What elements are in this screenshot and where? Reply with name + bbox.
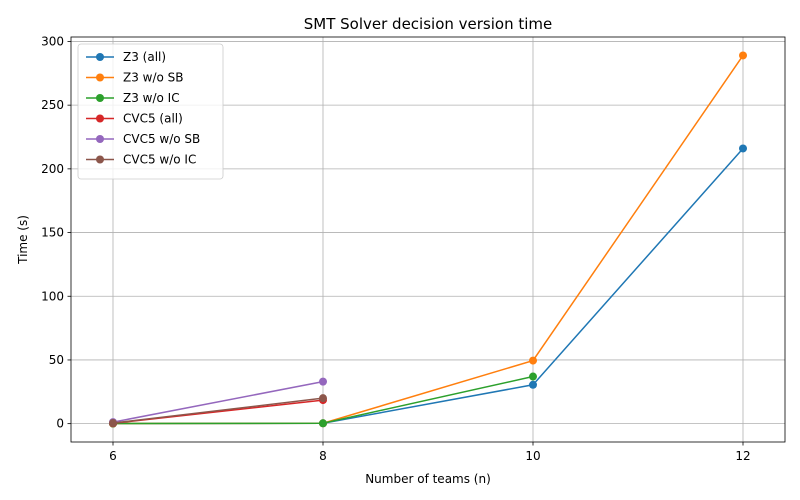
chart-title: SMT Solver decision version time: [304, 15, 553, 33]
legend-label: Z3 w/o SB: [123, 71, 184, 85]
legend-item: CVC5 (all): [86, 112, 183, 126]
x-tick-label: 12: [735, 449, 750, 463]
series-line: [112, 380, 324, 423]
data-point: [529, 372, 537, 381]
legend-item: CVC5 w/o IC: [86, 153, 196, 167]
legend-label: CVC5 (all): [123, 112, 183, 126]
series-line: [112, 147, 744, 425]
legend-item: Z3 w/o SB: [86, 71, 184, 85]
y-tick-label: 200: [41, 162, 64, 176]
legend-marker: [96, 94, 104, 102]
x-axis: 6 8 10 12: [109, 442, 751, 463]
legend-label: Z3 (all): [123, 50, 166, 64]
legend-label: CVC5 w/o IC: [123, 153, 196, 167]
data-point: [739, 51, 747, 60]
x-tick-label: 6: [109, 449, 117, 463]
y-axis-label: Time (s): [16, 215, 30, 265]
legend-label: CVC5 w/o SB: [123, 132, 200, 146]
legend-marker: [96, 53, 104, 61]
legend: Z3 (all) Z3 w/o SB Z3 w/o IC CVC5 (all) CVC5…: [77, 43, 224, 180]
y-axis: 0 50 100 150 200 250 300: [41, 34, 71, 431]
data-point: [319, 377, 327, 386]
data-point: [739, 144, 747, 153]
legend-item: Z3 w/o IC: [86, 91, 180, 105]
plot-frame: [70, 36, 786, 443]
y-tick-label: 300: [41, 34, 64, 48]
legend-item: Z3 (all): [86, 50, 166, 64]
legend-marker: [96, 135, 104, 143]
y-tick-label: 50: [49, 353, 64, 367]
data-point: [319, 394, 327, 403]
x-tick-label: 8: [319, 449, 327, 463]
legend-frame: [77, 43, 224, 180]
legend-marker: [96, 73, 104, 82]
y-tick-label: 250: [41, 98, 64, 112]
legend-item: CVC5 w/o SB: [86, 132, 200, 146]
data-point: [109, 419, 117, 428]
legend-marker: [96, 114, 104, 123]
series-line: [112, 397, 324, 424]
y-tick-label: 150: [41, 226, 64, 240]
y-tick-label: 100: [41, 289, 64, 303]
data-point: [319, 419, 327, 428]
x-tick-label: 10: [525, 449, 540, 463]
series-6: [109, 394, 327, 428]
y-tick-label: 0: [56, 417, 64, 431]
series-1: [109, 144, 747, 428]
data-point: [529, 380, 537, 389]
data-point: [529, 356, 537, 365]
x-axis-label: Number of teams (n): [365, 472, 491, 486]
series-group: [109, 51, 747, 428]
legend-marker: [96, 155, 104, 164]
legend-label: Z3 w/o IC: [123, 91, 180, 105]
